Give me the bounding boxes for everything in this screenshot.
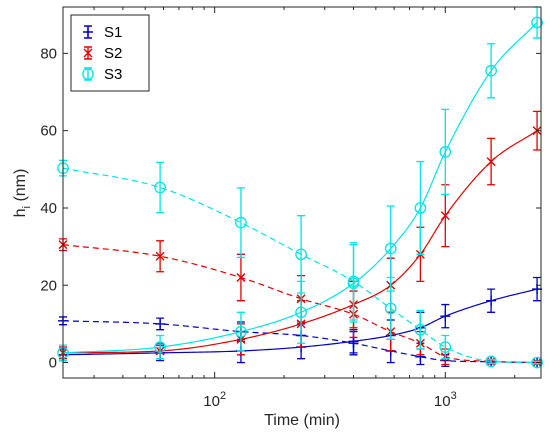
series-s3-errorbar [441,334,450,360]
series-s3-errorbar [487,43,496,99]
x-tick-label: 102 [203,390,226,410]
legend-entry-s1: S1 [83,24,122,41]
legend-label: S2 [104,45,122,62]
series-s3-curve [62,167,538,364]
series-s3-point [295,306,307,319]
series-s3-point [485,355,497,368]
series-s3-errorbar [487,358,496,364]
series-s3-point [485,64,497,77]
y-tick-label: 20 [40,277,57,294]
series-s3-errorbar [156,161,165,214]
series-s3-point [347,277,360,290]
series-s3-point [414,202,427,214]
series-s3-errorbar [441,108,450,196]
series-s3-point [439,146,452,158]
legend-marker-icon [83,48,93,58]
series-s2-curve [62,130,538,354]
axes-box [62,6,542,379]
series-s3-errorbar [386,205,395,292]
series-s3-point [235,216,247,229]
series-s3-point [154,341,166,353]
series-s3-errorbar [236,187,245,259]
series-s2-point [440,211,450,221]
legend-entry-s3: S3 [82,66,122,83]
series-s3-point [414,323,427,336]
y-tick-label: 60 [40,123,57,140]
legend-entry-s2: S2 [83,45,122,62]
y-tick-label: 0 [49,355,57,372]
legend-label: S3 [104,66,122,83]
series-s3-errorbar [416,309,425,350]
series-s1-curve [62,320,538,364]
legend-marker-icon [83,27,93,37]
legend-box [70,14,150,92]
series-s2-point [236,273,246,283]
legend-label: S1 [104,24,122,41]
series-s3-errorbar [349,244,358,323]
series-s1-point [486,295,497,306]
series-s3-errorbar [156,334,165,360]
y-tick-label: 40 [40,200,57,217]
series-s1-point [155,318,166,329]
series-s3-point [384,242,397,255]
x-tick-label: 103 [434,390,457,410]
series-layer [57,6,543,369]
series-s3-curve [62,22,538,354]
legend: S1 S2 S3 [70,14,150,92]
axes: 0 20 40 60 80 102 103 [40,6,542,410]
legend-marker-icon [82,68,94,80]
series-s1-point [440,311,451,322]
x-axis-label: Time (min) [264,412,340,429]
series-s1-point [532,284,543,295]
series-s2-curve [62,244,538,364]
series-s3-errorbar [416,160,425,255]
series-s3-point [439,341,452,353]
series-s3-point [295,248,307,261]
series-s3-point [531,356,543,369]
series-s3-point [154,181,166,194]
y-tick-label: 80 [40,45,57,62]
y-axis-label: hi (nm) [12,169,33,218]
series-s3-point [235,325,247,338]
legend-errorbar-icon [84,67,92,81]
series-s3-errorbar [297,280,306,344]
series-s2-point [486,157,496,167]
series-s3-errorbar [236,311,245,352]
series-s2-point [155,251,165,261]
series-s3-point [531,16,543,29]
series-s3-point [384,302,397,315]
series-s1-curve [62,288,538,356]
